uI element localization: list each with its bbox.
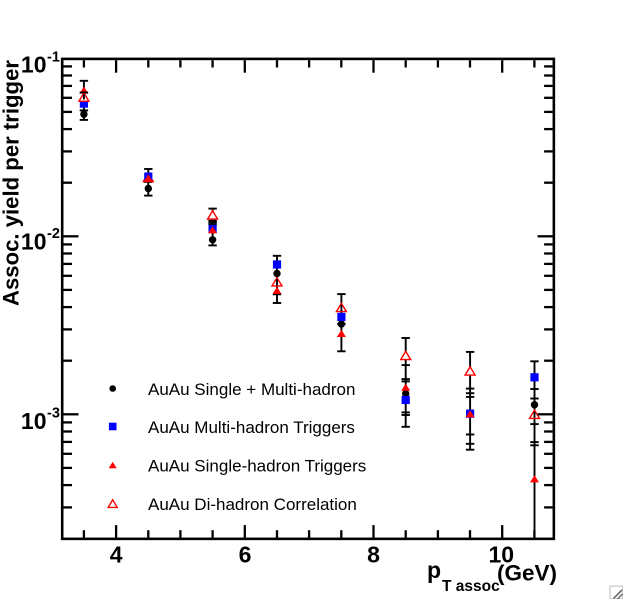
svg-text:AuAu Multi-hadron Triggers: AuAu Multi-hadron Triggers — [148, 418, 355, 437]
svg-text:6: 6 — [239, 542, 252, 568]
svg-text:10: 10 — [489, 542, 515, 568]
svg-text:AuAu Single + Multi-hadron: AuAu Single + Multi-hadron — [148, 380, 355, 399]
svg-text:AuAu Di-hadron Correlation: AuAu Di-hadron Correlation — [148, 495, 357, 514]
svg-text:Assoc. yield per trigger: Assoc. yield per trigger — [0, 60, 24, 306]
svg-text:-3: -3 — [47, 406, 60, 422]
svg-text:(GeV): (GeV) — [497, 561, 557, 586]
svg-text:AuAu Single-hadron Triggers: AuAu Single-hadron Triggers — [148, 456, 366, 475]
svg-text:10: 10 — [21, 228, 47, 254]
svg-text:-2: -2 — [47, 226, 60, 242]
svg-text:T assoc: T assoc — [442, 578, 500, 595]
svg-text:10: 10 — [21, 408, 47, 434]
svg-text:4: 4 — [110, 542, 123, 568]
svg-text:p: p — [427, 557, 441, 583]
svg-text:-1: -1 — [47, 49, 60, 65]
svg-text:8: 8 — [367, 542, 380, 568]
svg-text:10: 10 — [21, 52, 47, 78]
